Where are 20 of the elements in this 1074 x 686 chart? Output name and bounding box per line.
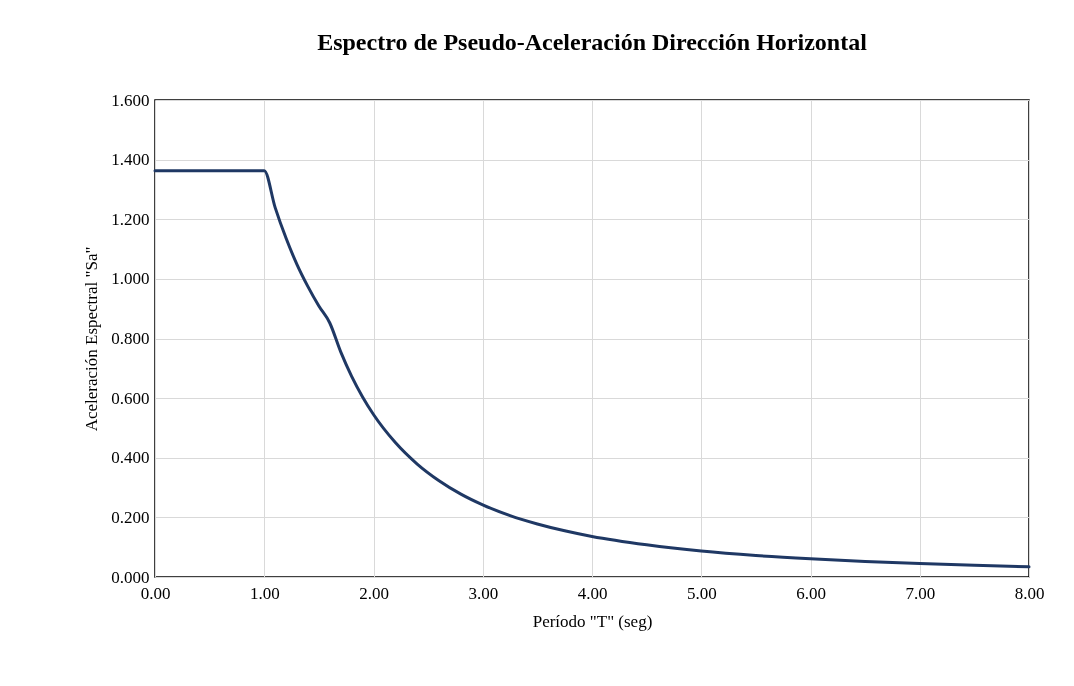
- chart-title: Espectro de Pseudo-Aceleración Dirección Horizontal: [317, 29, 868, 55]
- x-tick-label: 4.00: [577, 583, 608, 603]
- x-tick-label: 3.00: [468, 583, 499, 603]
- y-tick-label: 0.800: [111, 329, 150, 348]
- y-tick-label: 0.400: [111, 448, 150, 468]
- y-tick-label: 0.600: [111, 388, 150, 408]
- y-tick-label: 1.000: [111, 269, 150, 289]
- line-series: [153, 169, 1031, 569]
- y-tick-label: 1.200: [111, 209, 150, 229]
- y-tick-label: 0.200: [111, 507, 150, 527]
- x-tick-label: 1.00: [249, 583, 280, 603]
- x-axis-title: Período "T" (seg): [532, 611, 653, 631]
- x-tick-label: 7.00: [905, 583, 936, 603]
- x-tick-label: 2.00: [359, 583, 389, 603]
- y-tick-label: 1.400: [111, 150, 150, 170]
- x-tick-label: 5.00: [686, 583, 717, 603]
- x-tick-label: 6.00: [796, 583, 826, 603]
- x-tick-label: 8.00: [1014, 583, 1045, 603]
- y-axis-title: Aceleración Espectral "Sa": [82, 246, 102, 432]
- y-tick-label: 1.600: [111, 90, 150, 110]
